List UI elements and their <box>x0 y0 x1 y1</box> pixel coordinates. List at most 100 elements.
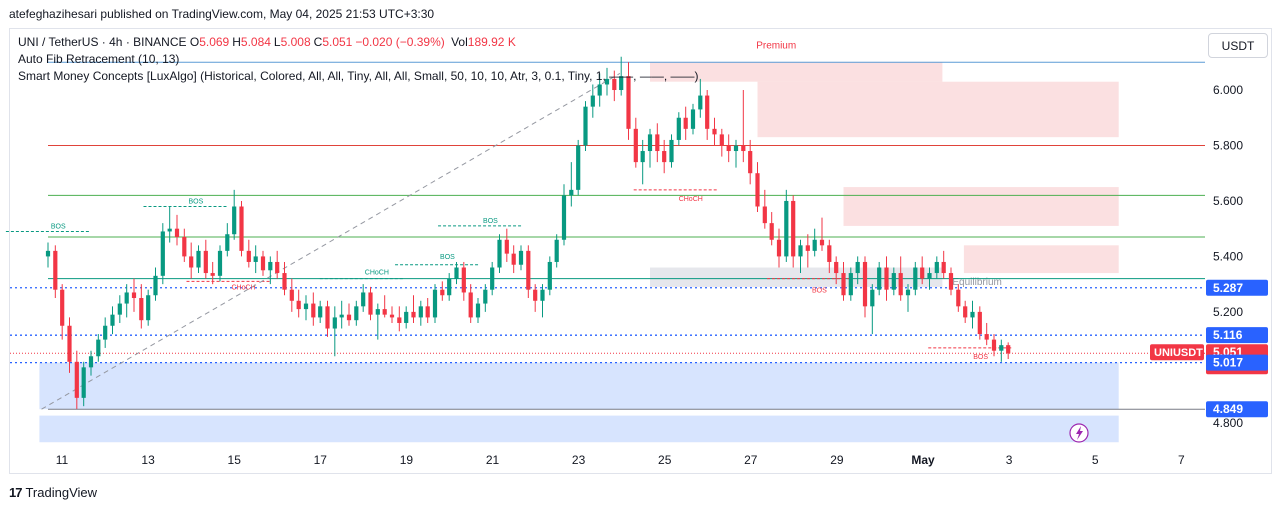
y-tick-5: 4.800 <box>1213 416 1243 430</box>
candle-body-57 <box>454 267 459 279</box>
x-tick-8: 27 <box>744 453 758 467</box>
candle-body-66 <box>518 250 524 265</box>
price-badge-3: 5.017 <box>1213 356 1243 370</box>
symbol-badge-bg <box>1150 344 1204 361</box>
candle-body-14 <box>146 295 151 321</box>
candle-body-32 <box>275 261 280 274</box>
candle-body-31 <box>268 261 273 271</box>
structure-label-8: BOS <box>973 354 988 361</box>
candle-body-30 <box>260 256 266 271</box>
candle-body-131 <box>984 334 989 340</box>
candle-body-111 <box>841 273 846 296</box>
candle-body-50 <box>404 311 409 323</box>
candle-body-4 <box>74 361 79 398</box>
candle-body-45 <box>368 292 373 315</box>
candle-body-67 <box>526 250 531 290</box>
candle-body-101 <box>769 223 774 240</box>
ohlc-key-3: C <box>313 35 323 49</box>
candle-body-95 <box>726 145 731 152</box>
candle-body-133 <box>999 345 1004 351</box>
candle-body-76 <box>590 95 595 107</box>
candle-body-21 <box>196 250 201 268</box>
volume-label: Vol <box>451 35 468 49</box>
candle-body-72 <box>561 195 567 240</box>
x-tick-0: 11 <box>56 453 69 467</box>
candle-body-73 <box>569 189 574 196</box>
symbol-title[interactable]: UNI / TetherUS · 4h · BINANCE <box>18 35 187 49</box>
candle-body-22 <box>203 250 208 274</box>
candle-body-85 <box>655 134 660 152</box>
candle-body-20 <box>189 256 194 268</box>
candle-body-122 <box>920 267 925 279</box>
y-tick-3: 5.400 <box>1213 249 1243 263</box>
candle-body-91 <box>698 95 703 110</box>
candle-body-51 <box>411 311 416 318</box>
candle-body-8 <box>103 325 108 340</box>
candle-body-127 <box>956 289 961 307</box>
candle-body-18 <box>174 228 180 237</box>
candle-body-99 <box>755 173 760 207</box>
legend-symbol-row[interactable]: UNI / TetherUS · 4h · BINANCE O5.069 H5.0… <box>18 35 519 49</box>
symbol-badge: UNIUSDT <box>1154 347 1203 359</box>
zone-label-4: Equilibrium <box>952 277 1001 288</box>
zone-label-0: Premium <box>756 40 796 51</box>
candle-body-128 <box>963 306 968 318</box>
chart-frame <box>9 28 1272 474</box>
candle-body-36 <box>303 303 309 310</box>
structure-label-6: CHoCH <box>679 196 703 203</box>
candle-body-92 <box>705 95 710 129</box>
price-badge-0: 5.287 <box>1213 281 1243 295</box>
ohlc-value-1: 5.084 <box>240 35 271 49</box>
candle-body-29 <box>253 256 258 262</box>
legend-fib-indicator[interactable]: Auto Fib Retracement (10, 13) <box>18 52 180 66</box>
candle-body-87 <box>669 139 674 163</box>
candle-body-5 <box>81 367 86 398</box>
price-badge-bg-0 <box>1206 279 1268 296</box>
candle-body-69 <box>540 289 545 301</box>
x-tick-10: May <box>911 453 935 467</box>
fib-trend-line-layer <box>41 72 621 410</box>
candle-body-37 <box>311 303 316 318</box>
price-badge-bg-4 <box>1206 401 1268 418</box>
structure-label-2: CHoCH <box>232 285 256 292</box>
candle-body-86 <box>662 151 667 163</box>
candle-body-41 <box>339 314 344 318</box>
price-badge-1: 5.116 <box>1213 328 1243 342</box>
footer-brand[interactable]: 17 TradingView <box>9 485 97 500</box>
candle-body-117 <box>884 267 889 290</box>
candle-body-130 <box>977 311 982 335</box>
candle-body-23 <box>210 273 215 276</box>
candle-body-43 <box>354 306 359 321</box>
candle-body-119 <box>898 273 903 296</box>
candle-body-40 <box>332 317 337 329</box>
candle-body-105 <box>798 245 803 257</box>
legend-smc-indicator[interactable]: Smart Money Concepts [LuxAlgo] (Historic… <box>18 69 699 83</box>
zone-premium-3 <box>963 245 1119 274</box>
candle-body-107 <box>812 239 817 251</box>
candle-body-77 <box>597 84 602 96</box>
candle-body-34 <box>289 289 294 301</box>
candle-body-11 <box>124 292 129 304</box>
price-badge-bg-3 <box>1206 354 1268 371</box>
publisher-line: atefeghazihesari published on TradingVie… <box>9 7 435 21</box>
candles-layer <box>45 56 1011 409</box>
x-tick-6: 23 <box>572 453 586 467</box>
price-badge-bg-1 <box>1206 327 1268 344</box>
candle-body-129 <box>970 311 975 318</box>
structure-label-5: BOS <box>483 218 498 225</box>
candle-body-54 <box>432 289 438 318</box>
zone-premium-2 <box>843 187 1119 226</box>
x-tick-1: 13 <box>141 453 155 467</box>
candle-body-15 <box>153 275 158 296</box>
x-tick-5: 21 <box>486 453 500 467</box>
candle-body-74 <box>576 145 581 190</box>
candle-body-68 <box>533 289 538 301</box>
candle-body-56 <box>447 278 452 296</box>
candle-body-134 <box>1006 345 1011 354</box>
candle-body-6 <box>88 356 94 368</box>
ohlc-value-0: 5.069 <box>199 35 230 49</box>
candle-body-110 <box>834 261 839 274</box>
candle-body-42 <box>346 314 352 321</box>
currency-button[interactable]: USDT <box>1208 33 1268 58</box>
